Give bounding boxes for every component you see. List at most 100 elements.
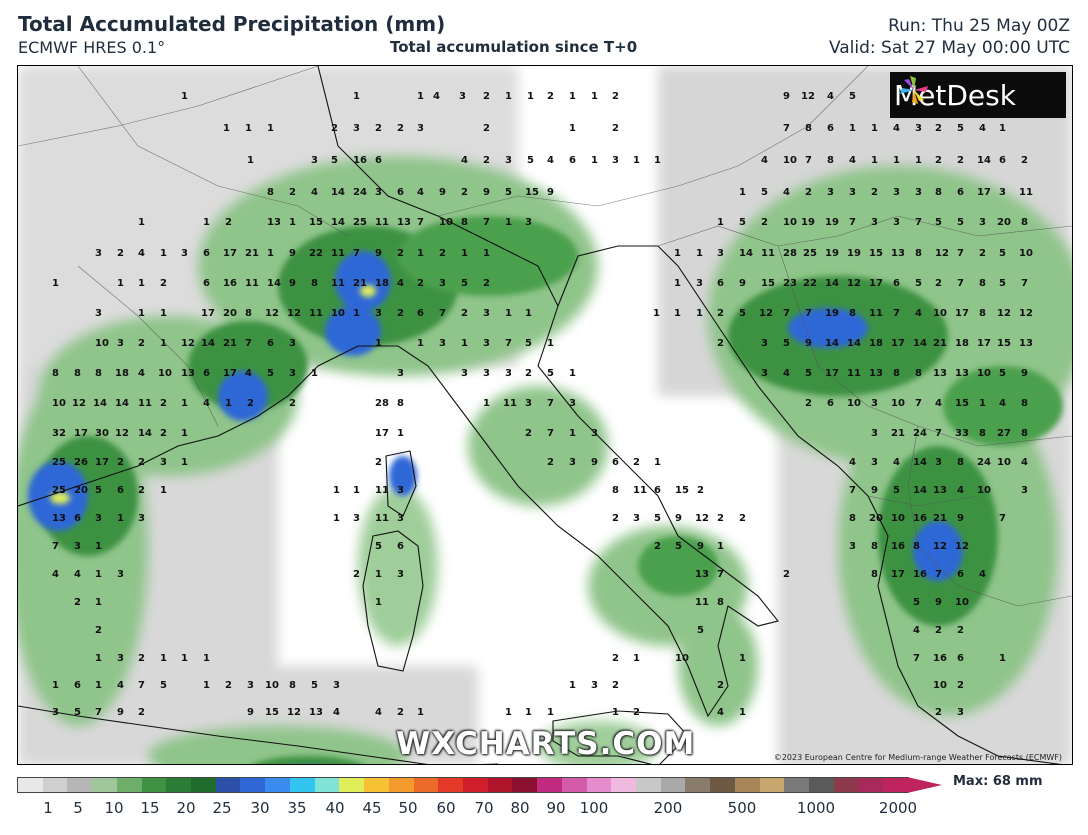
colorbar-segment (611, 778, 636, 792)
precip-value-label: 9 (247, 707, 254, 718)
precip-value-label: 2 (957, 155, 964, 166)
precip-value-label: 1 (375, 569, 382, 580)
precip-value-label: 19 (825, 308, 839, 319)
precip-value-label: 1 (696, 248, 703, 259)
precip-value-label: 4 (1021, 457, 1028, 468)
precip-value-label: 10 (977, 368, 991, 379)
precip-value-label: 1 (849, 123, 856, 134)
precip-value-label: 3 (333, 680, 340, 691)
precip-value-label: 1 (52, 278, 59, 289)
precip-value-label: 6 (999, 155, 1006, 166)
precip-value-label: 1 (333, 513, 340, 524)
precip-value-label: 4 (913, 625, 920, 636)
precip-value-label: 18 (869, 338, 883, 349)
precip-value-label: 1 (160, 248, 167, 259)
precip-value-label: 8 (1021, 217, 1028, 228)
precip-value-label: 1 (181, 428, 188, 439)
precip-value-label: 1 (674, 278, 681, 289)
precip-value-label: 6 (74, 513, 81, 524)
precip-value-label: 1 (674, 308, 681, 319)
precip-value-label: 7 (417, 217, 424, 228)
colorbar-tick-label: 30 (250, 799, 270, 817)
precip-value-label: 3 (893, 217, 900, 228)
colorbar-segment (141, 778, 167, 792)
precip-value-label: 3 (591, 680, 598, 691)
precip-value-label: 7 (783, 308, 790, 319)
precip-value-label: 1 (95, 680, 102, 691)
colorbar-segment (364, 778, 389, 792)
precip-value-label: 3 (871, 398, 878, 409)
colorbar-segment (462, 778, 488, 792)
precip-value-label: 1 (223, 123, 230, 134)
precip-value-label: 1 (505, 308, 512, 319)
precip-value-label: 8 (979, 278, 986, 289)
precip-value-label: 17 (977, 187, 991, 198)
precip-value-label: 10 (933, 308, 947, 319)
precip-value-label: 15 (265, 707, 279, 718)
precip-value-label: 1 (138, 217, 145, 228)
colorbar-segment (116, 778, 142, 792)
precip-value-label: 3 (871, 428, 878, 439)
colorbar-tick-label: 20 (176, 799, 196, 817)
precip-value-label: 4 (783, 368, 790, 379)
precip-value-label: 4 (893, 457, 900, 468)
colorbar-segment (18, 778, 43, 792)
precip-value-label: 4 (311, 187, 318, 198)
precip-value-label: 11 (1019, 187, 1033, 198)
precip-value-label: 8 (267, 187, 274, 198)
precip-value-label: 2 (439, 248, 446, 259)
precip-value-label: 10 (933, 680, 947, 691)
precip-value-label: 2 (612, 680, 619, 691)
precip-value-label: 14 (201, 338, 215, 349)
precip-value-label: 6 (957, 569, 964, 580)
precip-value-label: 8 (913, 541, 920, 552)
precip-value-label: 3 (375, 308, 382, 319)
precip-value-label: 2 (612, 513, 619, 524)
precip-value-label: 7 (957, 248, 964, 259)
precip-value-label: 1 (95, 653, 102, 664)
precip-value-label: 9 (483, 187, 490, 198)
precip-value-label: 2 (633, 707, 640, 718)
precip-value-label: 7 (547, 428, 554, 439)
precip-value-label: 3 (289, 368, 296, 379)
precip-value-label: 6 (654, 485, 661, 496)
precip-value-label: 9 (957, 513, 964, 524)
precip-value-label: 1 (181, 653, 188, 664)
colorbar-segment (883, 778, 908, 792)
precip-value-label: 2 (633, 457, 640, 468)
precip-value-label: 1 (203, 680, 210, 691)
precip-value-label: 25 (52, 457, 66, 468)
precip-value-label: 1 (999, 653, 1006, 664)
precip-value-label: 7 (505, 338, 512, 349)
precip-value-label: 1 (95, 541, 102, 552)
borders (18, 66, 1072, 607)
precip-value-label: 2 (483, 123, 490, 134)
precip-value-label: 1 (353, 91, 360, 102)
precip-value-label: 11 (138, 398, 152, 409)
precip-value-label: 3 (353, 123, 360, 134)
precip-value-label: 3 (353, 513, 360, 524)
precip-value-label: 7 (999, 513, 1006, 524)
precip-value-label: 24 (913, 428, 927, 439)
precip-value-label: 2 (160, 398, 167, 409)
precip-value-label: 2 (397, 308, 404, 319)
precip-value-label: 9 (675, 513, 682, 524)
precip-value-label: 1 (417, 338, 424, 349)
colorbar-segment (314, 778, 340, 792)
precip-value-label: 1 (717, 541, 724, 552)
precip-value-label: 1 (893, 155, 900, 166)
precip-value-label: 12 (935, 248, 949, 259)
colorbar-tick-label: 90 (546, 799, 566, 817)
precip-value-label: 21 (245, 248, 259, 259)
precip-value-label: 21 (933, 513, 947, 524)
precip-value-label: 13 (267, 217, 281, 228)
precip-value-label: 3 (397, 513, 404, 524)
precip-value-label: 8 (849, 513, 856, 524)
precip-value-label: 2 (547, 91, 554, 102)
precip-value-label: 1 (138, 308, 145, 319)
precip-value-label: 2 (138, 707, 145, 718)
precip-value-label: 3 (871, 217, 878, 228)
precip-value-label: 4 (203, 398, 210, 409)
precip-value-label: 2 (117, 248, 124, 259)
precip-value-label: 3 (138, 513, 145, 524)
